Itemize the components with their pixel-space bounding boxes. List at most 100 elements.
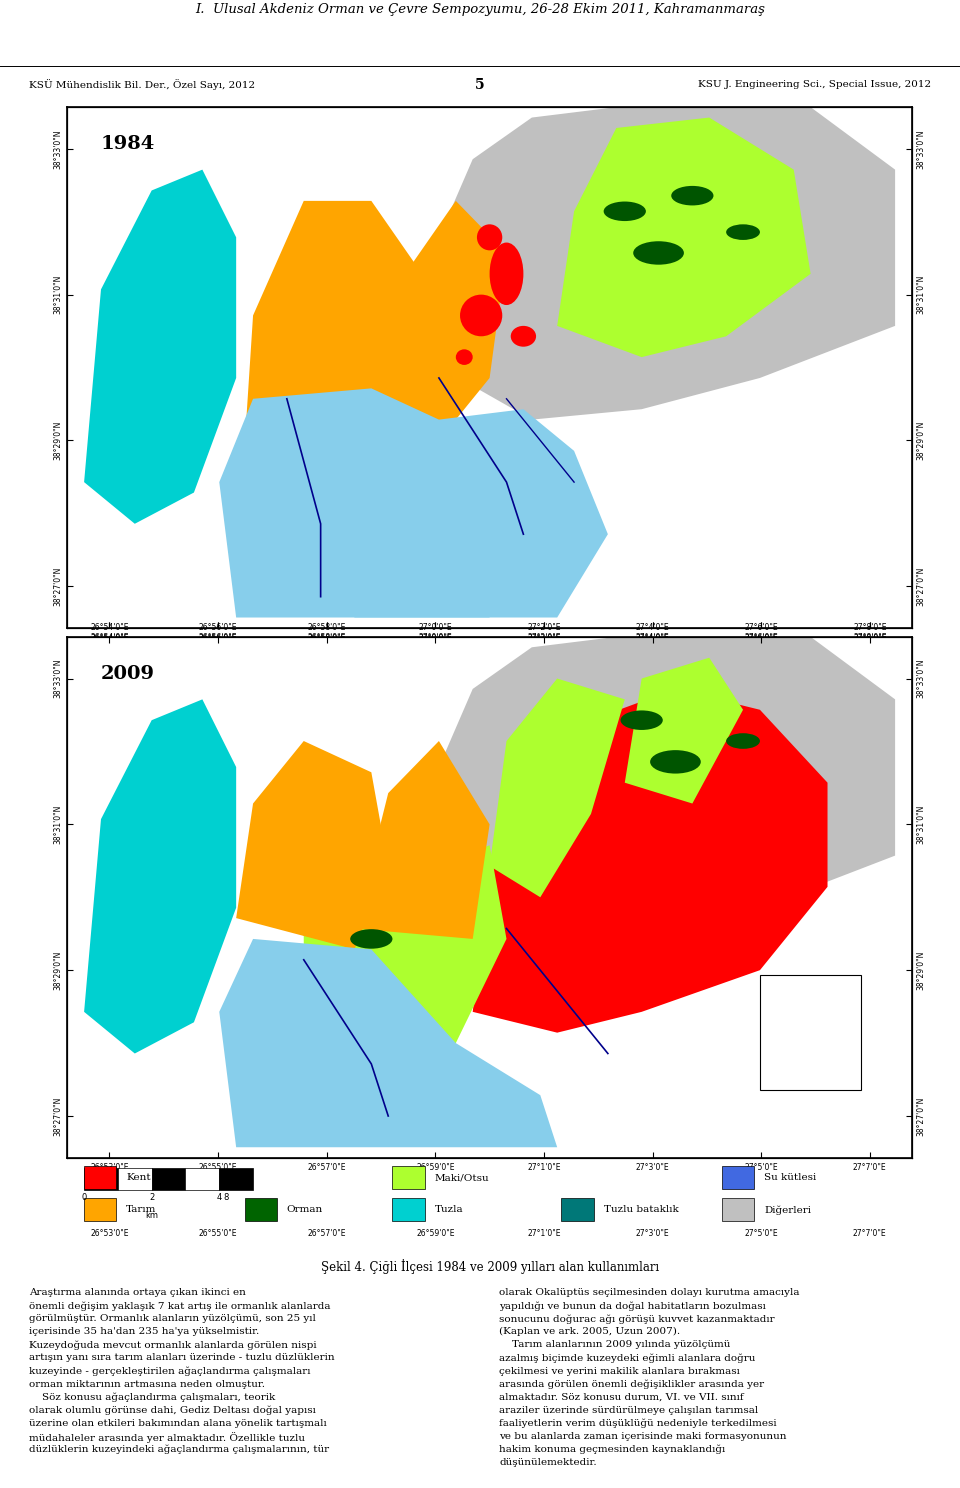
Text: Şekil 4. Çiğli İlçesi 1984 ve 2009 yılları alan kullanımları: Şekil 4. Çiğli İlçesi 1984 ve 2009 yılla… <box>321 1259 659 1274</box>
Ellipse shape <box>671 186 713 205</box>
Text: 27°5'0"E: 27°5'0"E <box>744 1229 778 1238</box>
Ellipse shape <box>620 710 662 731</box>
Ellipse shape <box>511 326 536 347</box>
Text: üzerine olan etkileri bakımından alana yönelik tartışmalı: üzerine olan etkileri bakımından alana y… <box>29 1418 326 1427</box>
Text: 26°54'0"E: 26°54'0"E <box>90 634 129 643</box>
Text: olarak olumlu görünse dahi, Gediz Deltası doğal yapısı: olarak olumlu görünse dahi, Gediz Deltas… <box>29 1406 316 1415</box>
Text: 26°56'0"E: 26°56'0"E <box>199 634 237 643</box>
Bar <box>562 1198 593 1222</box>
Text: 27°4'0"E: 27°4'0"E <box>636 634 669 643</box>
Text: 2: 2 <box>149 1193 155 1202</box>
Polygon shape <box>354 741 490 939</box>
Ellipse shape <box>456 350 472 365</box>
Text: Orman: Orman <box>287 1205 324 1214</box>
Text: önemli değişim yaklaşık 7 kat artış ile ormanlık alanlarda: önemli değişim yaklaşık 7 kat artış ile … <box>29 1302 330 1311</box>
Polygon shape <box>236 741 388 949</box>
Text: 27°7'0"E: 27°7'0"E <box>852 652 887 661</box>
Ellipse shape <box>650 750 701 774</box>
Text: Tuzlu bataklık: Tuzlu bataklık <box>604 1205 679 1214</box>
Text: 8: 8 <box>224 1193 228 1202</box>
Polygon shape <box>388 201 507 440</box>
Text: Diğerleri: Diğerleri <box>764 1205 811 1214</box>
Bar <box>118 1168 152 1190</box>
Text: 2009: 2009 <box>101 665 155 683</box>
Text: 27°1'0"E: 27°1'0"E <box>527 652 561 661</box>
Text: 26°55'0"E: 26°55'0"E <box>199 652 237 661</box>
Text: düşünülemektedir.: düşünülemektedir. <box>499 1458 597 1467</box>
Text: 27°5'0"E: 27°5'0"E <box>744 652 778 661</box>
Ellipse shape <box>477 225 502 250</box>
Ellipse shape <box>634 241 684 265</box>
Polygon shape <box>625 658 743 804</box>
Polygon shape <box>472 689 828 1033</box>
Text: Kuzeydoğuda mevcut ormanlık alanlarda görülen nispi: Kuzeydoğuda mevcut ormanlık alanlarda gö… <box>29 1341 317 1350</box>
Text: müdahaleler arasında yer almaktadır. Özellikle tuzlu: müdahaleler arasında yer almaktadır. Öze… <box>29 1431 305 1443</box>
Text: 0: 0 <box>82 1193 86 1202</box>
Text: N: N <box>806 991 815 1001</box>
Ellipse shape <box>460 295 502 336</box>
Text: almaktadır. Söz konusu durum, VI. ve VII. sınıf: almaktadır. Söz konusu durum, VI. ve VII… <box>499 1393 744 1402</box>
Text: Maki/Otsu: Maki/Otsu <box>435 1173 490 1181</box>
Bar <box>393 1167 424 1189</box>
Polygon shape <box>490 679 625 897</box>
Bar <box>245 1198 276 1222</box>
Bar <box>152 1168 185 1190</box>
Text: orman miktarının artmasına neden olmuştur.: orman miktarının artmasına neden olmuştu… <box>29 1379 265 1388</box>
Bar <box>185 1168 219 1190</box>
Text: I.  Ulusal Akdeniz Orman ve Çevre Sempozyumu, 26-28 Ekim 2011, Kahramanmaraş: I. Ulusal Akdeniz Orman ve Çevre Sempozy… <box>195 3 765 16</box>
Polygon shape <box>557 118 810 357</box>
Text: 27°8'0"E: 27°8'0"E <box>853 634 886 643</box>
FancyBboxPatch shape <box>760 976 861 1089</box>
Text: 27°0'0"E: 27°0'0"E <box>419 634 452 643</box>
Ellipse shape <box>490 243 523 305</box>
Polygon shape <box>84 699 236 1054</box>
Text: olarak Okalüptüs seçilmesinden dolayı kurutma amacıyla: olarak Okalüptüs seçilmesinden dolayı ku… <box>499 1289 800 1298</box>
Text: ve bu alanlarda zaman içerisinde maki formasyonunun: ve bu alanlarda zaman içerisinde maki fo… <box>499 1431 786 1440</box>
Text: 27°3'0"E: 27°3'0"E <box>636 652 669 661</box>
Text: 27°6'0"E: 27°6'0"E <box>744 634 778 643</box>
Text: kuzeyinde - gerçekleştirilen ağaçlandırma çalışmaları: kuzeyinde - gerçekleştirilen ağaçlandırm… <box>29 1366 310 1376</box>
Bar <box>84 1198 116 1222</box>
Text: hakim konuma geçmesinden kaynaklandığı: hakim konuma geçmesinden kaynaklandığı <box>499 1445 726 1454</box>
Text: görülmüştür. Ormanlık alanların yüzölçümü, son 25 yıl: görülmüştür. Ormanlık alanların yüzölçüm… <box>29 1314 316 1323</box>
Text: 26°59'0"E: 26°59'0"E <box>416 652 454 661</box>
Text: 27°1'0"E: 27°1'0"E <box>527 1229 561 1238</box>
Bar <box>84 1167 116 1189</box>
Text: 26°53'0"E: 26°53'0"E <box>90 1229 129 1238</box>
Text: 26°59'0"E: 26°59'0"E <box>416 1229 454 1238</box>
Ellipse shape <box>604 201 646 222</box>
Text: faaliyetlerin verim düşüklüğü nedeniyle terkedilmesi: faaliyetlerin verim düşüklüğü nedeniyle … <box>499 1418 777 1428</box>
Text: Su kütlesi: Su kütlesi <box>764 1173 816 1181</box>
Text: 1984: 1984 <box>101 135 156 153</box>
Text: Araştırma alanında ortaya çıkan ikinci en: Araştırma alanında ortaya çıkan ikinci e… <box>29 1289 246 1298</box>
Text: 26°57'0"E: 26°57'0"E <box>307 1229 346 1238</box>
Text: çekilmesi ve yerini makilik alanlara bırakması: çekilmesi ve yerini makilik alanlara bır… <box>499 1366 740 1375</box>
Text: Kent: Kent <box>127 1173 151 1181</box>
Text: 27°2'0"E: 27°2'0"E <box>527 634 561 643</box>
Text: Tarım: Tarım <box>127 1205 156 1214</box>
Text: Tuzla: Tuzla <box>435 1205 464 1214</box>
Text: 27°3'0"E: 27°3'0"E <box>636 1229 669 1238</box>
Bar <box>722 1167 754 1189</box>
Text: 26°53'0"E: 26°53'0"E <box>90 652 129 661</box>
Text: yapıldığı ve bunun da doğal habitatların bozulması: yapıldığı ve bunun da doğal habitatların… <box>499 1302 766 1311</box>
Ellipse shape <box>726 225 760 240</box>
Polygon shape <box>338 513 490 618</box>
Text: araziler üzerinde sürdürülmeye çalışılan tarımsal: araziler üzerinde sürdürülmeye çalışılan… <box>499 1406 758 1415</box>
Text: 26°58'0"E: 26°58'0"E <box>307 634 346 643</box>
Polygon shape <box>303 835 507 1064</box>
Text: KSU J. Engineering Sci., Special Issue, 2012: KSU J. Engineering Sci., Special Issue, … <box>698 80 931 89</box>
Polygon shape <box>236 201 422 576</box>
Bar <box>219 1168 253 1190</box>
Bar <box>722 1198 754 1222</box>
Text: 4: 4 <box>217 1193 222 1202</box>
Text: km: km <box>145 1211 158 1220</box>
Text: artışın yanı sıra tarım alanları üzerinde - tuzlu düzlüklerin: artışın yanı sıra tarım alanları üzerind… <box>29 1354 334 1363</box>
Text: 5: 5 <box>475 77 485 92</box>
Text: Tarım alanlarının 2009 yılında yüzölçümü: Tarım alanlarının 2009 yılında yüzölçümü <box>499 1341 731 1350</box>
Text: 26°57'0"E: 26°57'0"E <box>307 652 346 661</box>
Polygon shape <box>422 107 895 420</box>
Polygon shape <box>219 939 557 1147</box>
Polygon shape <box>219 388 608 618</box>
Ellipse shape <box>350 929 393 949</box>
